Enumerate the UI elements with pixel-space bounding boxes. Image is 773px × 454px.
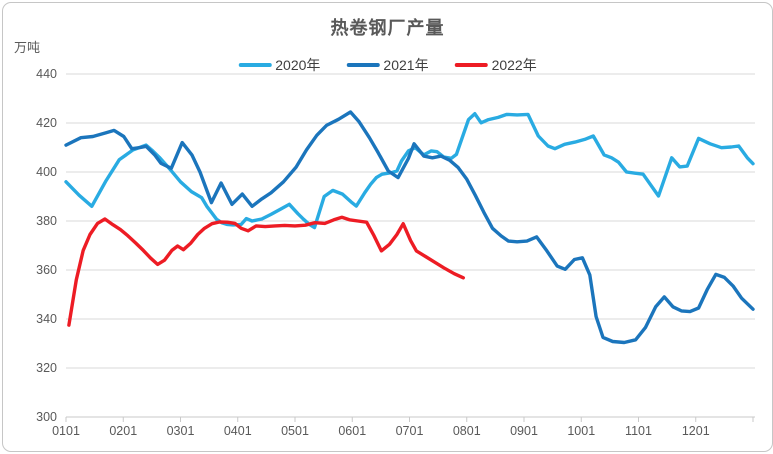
- y-tick-label: 400: [36, 164, 57, 179]
- series-line-2022年: [67, 215, 465, 327]
- y-tick-label: 420: [36, 115, 57, 130]
- x-tick-label: 0601: [338, 424, 367, 438]
- series-line-2020年: [64, 111, 755, 230]
- x-tick-label: 0201: [109, 424, 138, 438]
- series-line-2021年: [64, 110, 755, 345]
- y-tick-label: 440: [36, 66, 57, 81]
- x-tick-label: 0301: [166, 424, 195, 438]
- legend-label: 2020年: [275, 57, 321, 73]
- x-tick-label: 0801: [452, 424, 481, 438]
- y-tick-label: 380: [36, 213, 57, 228]
- legend-label: 2021年: [383, 57, 429, 73]
- legend-swatch: [346, 63, 380, 67]
- x-tick-label: 0501: [281, 424, 309, 438]
- legend-swatch: [454, 63, 488, 67]
- plot-area: [64, 73, 755, 422]
- x-tick-label: 0101: [52, 424, 80, 438]
- x-tick-label: 1201: [681, 424, 710, 438]
- x-tick-label: 0401: [223, 424, 252, 438]
- x-tick-label: 1001: [567, 424, 596, 438]
- legend-swatch: [238, 63, 272, 67]
- y-tick-label: 340: [36, 311, 57, 326]
- chart-title: 热卷钢厂产量: [330, 18, 445, 38]
- legend-label: 2022年: [491, 57, 537, 73]
- x-tick-label: 1101: [625, 424, 652, 438]
- legend: 2020年 2021年 2022年: [238, 55, 537, 75]
- legend-item-2022年[interactable]: 2022年: [454, 55, 537, 75]
- y-tick-label: 360: [36, 262, 57, 277]
- legend-item-2021年[interactable]: 2021年: [346, 55, 429, 75]
- y-tick-label: 300: [36, 409, 57, 424]
- legend-item-2020年[interactable]: 2020年: [238, 55, 320, 75]
- x-tick-label: 0901: [510, 424, 538, 438]
- y-axis-unit-label: 万吨: [14, 40, 41, 55]
- y-tick-label: 320: [36, 360, 57, 375]
- x-tick-label: 0701: [395, 424, 424, 438]
